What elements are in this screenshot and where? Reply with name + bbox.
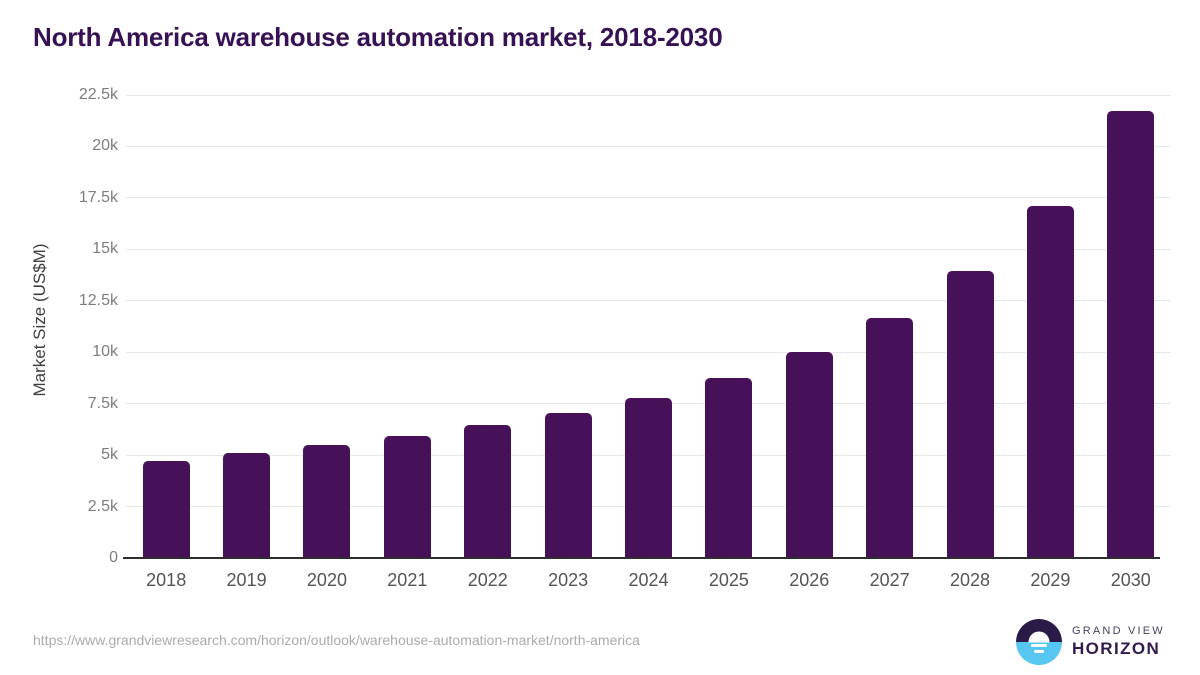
bar-2020 [303,444,351,558]
x-tick-2026: 2026 [789,570,830,590]
bar-2028 [946,270,994,558]
gridline-20000 [126,145,1171,147]
horizon-sunrise-icon [1016,619,1062,665]
bar-2023 [544,412,592,558]
logo-reflection-line-1 [1031,644,1047,647]
x-axis-line [123,557,1160,559]
chart-title: North America warehouse automation marke… [33,22,723,52]
logo-reflection-line-2 [1034,650,1044,653]
logo-sun [1028,631,1050,642]
x-tick-2022: 2022 [467,570,508,590]
x-tick-2025: 2025 [708,570,749,590]
gridline-10000 [126,351,1171,353]
x-tick-2020: 2020 [306,570,347,590]
gridline-22500 [126,94,1171,96]
logo-sea-half [1016,642,1062,665]
y-tick-0: 0 [109,549,118,566]
logo-text-grand-view: GRAND VIEW [1072,625,1165,637]
y-tick-5000: 5k [101,446,118,464]
bar-2022 [464,425,512,558]
y-tick-10000: 10k [92,343,118,361]
y-tick-20000: 20k [92,137,118,155]
plot-area [123,94,1171,559]
bar-2018 [142,461,190,558]
bar-2029 [1026,206,1074,558]
y-tick-22500: 22.5k [78,86,118,103]
x-tick-2029: 2029 [1030,570,1071,590]
y-tick-2500: 2.5k [87,497,118,515]
logo-sky-half [1016,619,1062,642]
y-tick-17500: 17.5k [78,188,118,206]
y-tick-7500: 7.5k [87,394,118,412]
gridline-17500 [126,197,1171,199]
brand-logo: GRAND VIEW HORIZON [1016,619,1165,665]
bar-2026 [785,352,833,558]
x-tick-2024: 2024 [628,570,669,590]
x-tick-2023: 2023 [548,570,589,590]
logo-text-horizon: HORIZON [1072,639,1161,658]
bar-2025 [705,377,753,558]
logo-text: GRAND VIEW HORIZON [1072,625,1165,659]
x-tick-2021: 2021 [387,570,428,590]
y-tick-12500: 12.5k [78,291,118,309]
gridline-15000 [126,248,1171,250]
y-tick-15000: 15k [92,240,118,258]
x-tick-2028: 2028 [950,570,991,590]
bar-2021 [383,435,431,558]
source-url: https://www.grandviewresearch.com/horizo… [33,632,640,648]
bar-2030 [1107,111,1155,558]
bar-2019 [223,453,271,558]
x-tick-2018: 2018 [146,570,187,590]
x-tick-2027: 2027 [869,570,910,590]
x-tick-2030: 2030 [1110,570,1151,590]
x-tick-2019: 2019 [226,570,267,590]
bar-2027 [866,318,914,558]
bar-2024 [625,397,672,558]
y-axis-title: Market Size (US$M) [30,243,49,397]
gridline-12500 [126,300,1171,302]
